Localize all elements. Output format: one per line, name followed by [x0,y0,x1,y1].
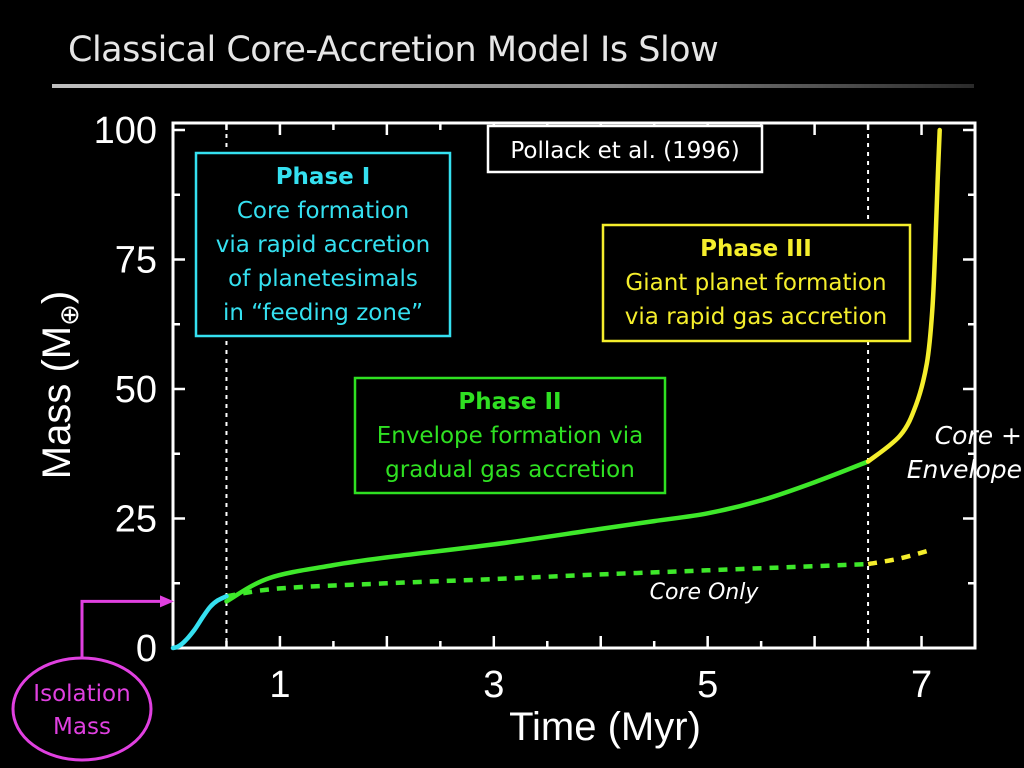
series-label-core-envelope: Envelope [907,455,1022,484]
phase-2-text-line: Envelope formation via [377,423,644,449]
x-tick-label: 5 [697,664,718,706]
x-tick-label: 7 [911,664,932,706]
arrowhead-icon [160,595,174,608]
citation-text: Pollack et al. (1996) [510,138,739,164]
y-tick-label: 25 [115,499,157,541]
series-label-core-envelope: Core + [935,421,1022,450]
phase-1-text-line: of planetesimals [228,266,418,292]
phase-2-text-line: gradual gas accretion [385,457,635,483]
plot-frame [171,121,977,650]
series-line-core-envelope [224,459,871,604]
series-label-core-only: Core Only [650,580,760,605]
isolation-mass-label: Isolation [33,681,130,707]
y-tick-label: 50 [115,369,157,411]
y-tick-label: 0 [136,628,157,670]
series-line-phase-i [170,593,229,651]
citation-box [486,124,764,174]
phase-1-box [194,151,452,338]
phase-2-box [353,376,667,495]
isolation-mass-ellipse [11,656,153,762]
phase-1-text-line: via rapid accretion [216,232,430,258]
phase-3-text-line: via rapid gas accretion [625,304,887,330]
phase-2-heading: Phase II [458,389,561,415]
isolation-mass-connector [80,599,162,662]
isolation-mass-label: Mass [53,714,111,740]
y-tick-label: 75 [115,240,157,282]
x-tick-label: 1 [269,664,290,706]
y-tick-label: 100 [94,110,157,152]
x-axis-label: Time (Myr) [509,705,701,749]
phase-1-text-line: Core formation [237,198,409,224]
phase-1-text-line: in “feeding zone” [223,300,423,326]
series-line-phase-iii-core-envelope [865,127,942,464]
slide-title: Classical Core-Accretion Model Is Slow [68,30,719,70]
phase-1-heading: Phase I [276,164,371,190]
phase-3-box [601,223,912,343]
x-tick-label: 3 [483,664,504,706]
phase-3-heading: Phase III [700,236,812,262]
y-axis-label: Mass (M⊕) [35,291,84,479]
title-divider [52,84,974,88]
phase-3-text-line: Giant planet formation [625,270,886,296]
series-line-core-only [226,561,869,599]
series-line-phase-iii-core-only [867,547,933,567]
